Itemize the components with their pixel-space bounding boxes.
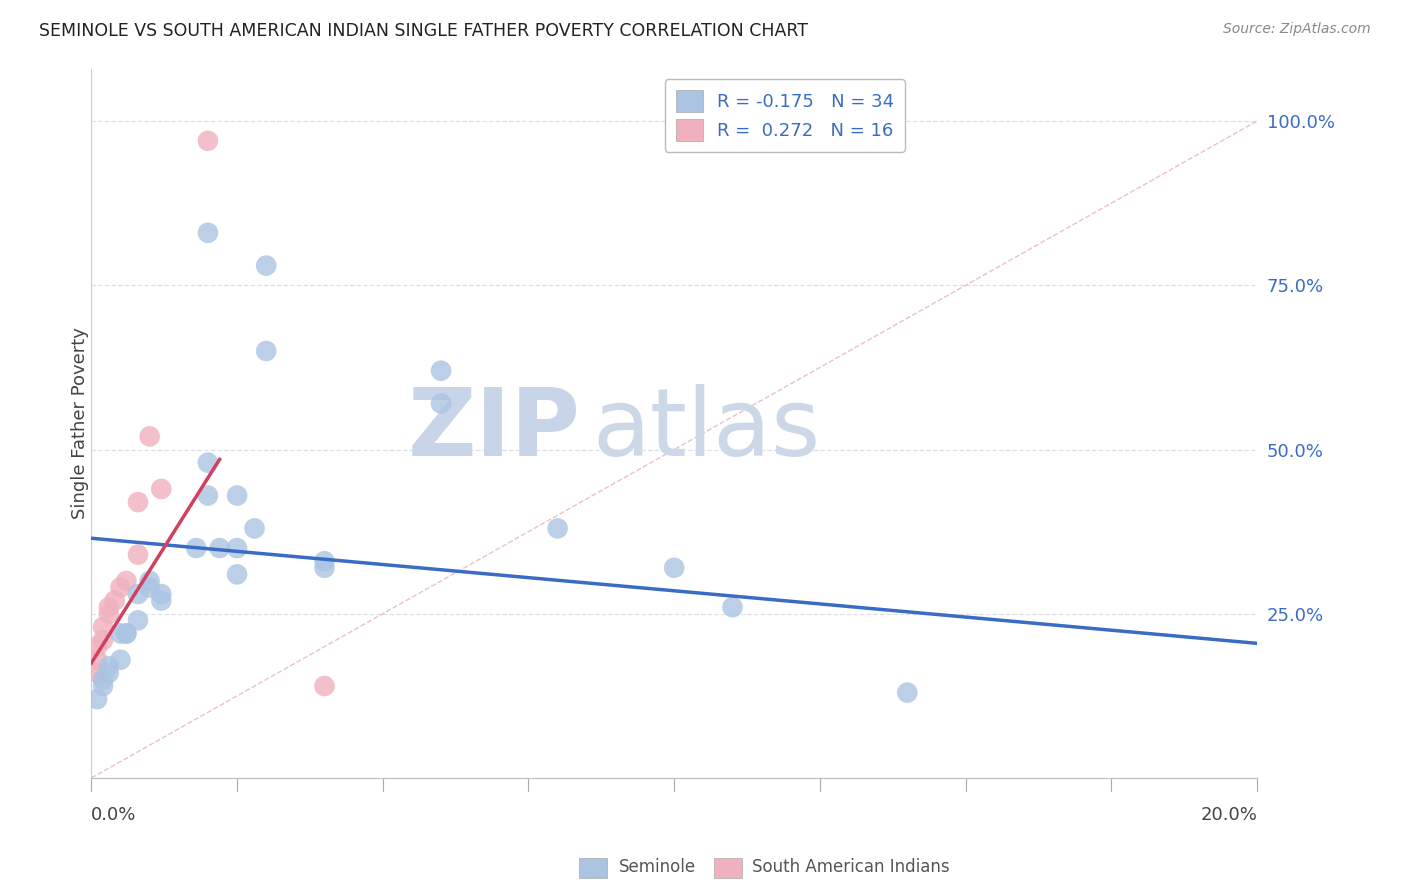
Point [104,593,127,607]
Point [243,521,266,535]
Point [97,607,120,621]
Point [127,613,149,627]
Point [197,489,219,503]
Point [186,541,208,555]
Point [314,561,336,575]
Text: 0.0%: 0.0% [91,806,136,824]
Point [127,495,149,509]
Point [86,640,108,654]
Point [91,679,114,693]
Point [110,581,132,595]
Point [91,620,114,634]
Point [254,343,277,358]
Point [664,561,686,575]
Text: ZIP: ZIP [408,384,581,476]
Point [547,521,569,535]
Point [226,541,249,555]
Point [86,653,108,667]
Point [115,626,138,640]
Text: 20.0%: 20.0% [1201,806,1257,824]
Point [150,482,173,496]
Text: SEMINOLE VS SOUTH AMERICAN INDIAN SINGLE FATHER POVERTY CORRELATION CHART: SEMINOLE VS SOUTH AMERICAN INDIAN SINGLE… [39,22,808,40]
Text: Source: ZipAtlas.com: Source: ZipAtlas.com [1223,22,1371,37]
Text: atlas: atlas [592,384,821,476]
Point [226,567,249,582]
Point [430,364,453,378]
Point [314,679,336,693]
Point [208,541,231,555]
Point [86,692,108,706]
Point [115,574,138,588]
Point [115,626,138,640]
Point [138,574,160,588]
Point [197,134,219,148]
Point [197,226,219,240]
Point [127,548,149,562]
Point [150,593,173,607]
Point [226,489,249,503]
Point [127,587,149,601]
Text: Seminole: Seminole [619,858,696,876]
Text: South American Indians: South American Indians [752,858,950,876]
Point [254,259,277,273]
Point [896,685,918,699]
Point [97,665,120,680]
Point [314,554,336,568]
Point [138,429,160,443]
Legend: R = -0.175   N = 34, R =  0.272   N = 16: R = -0.175 N = 34, R = 0.272 N = 16 [665,79,905,152]
Point [91,673,114,687]
Point [138,581,160,595]
Y-axis label: Single Father Poverty: Single Father Poverty [72,327,89,519]
Point [86,665,108,680]
Point [430,396,453,410]
Point [150,587,173,601]
Point [197,456,219,470]
Point [97,659,120,673]
Point [91,633,114,648]
Point [721,600,744,615]
Point [110,653,132,667]
Point [110,626,132,640]
Point [97,600,120,615]
